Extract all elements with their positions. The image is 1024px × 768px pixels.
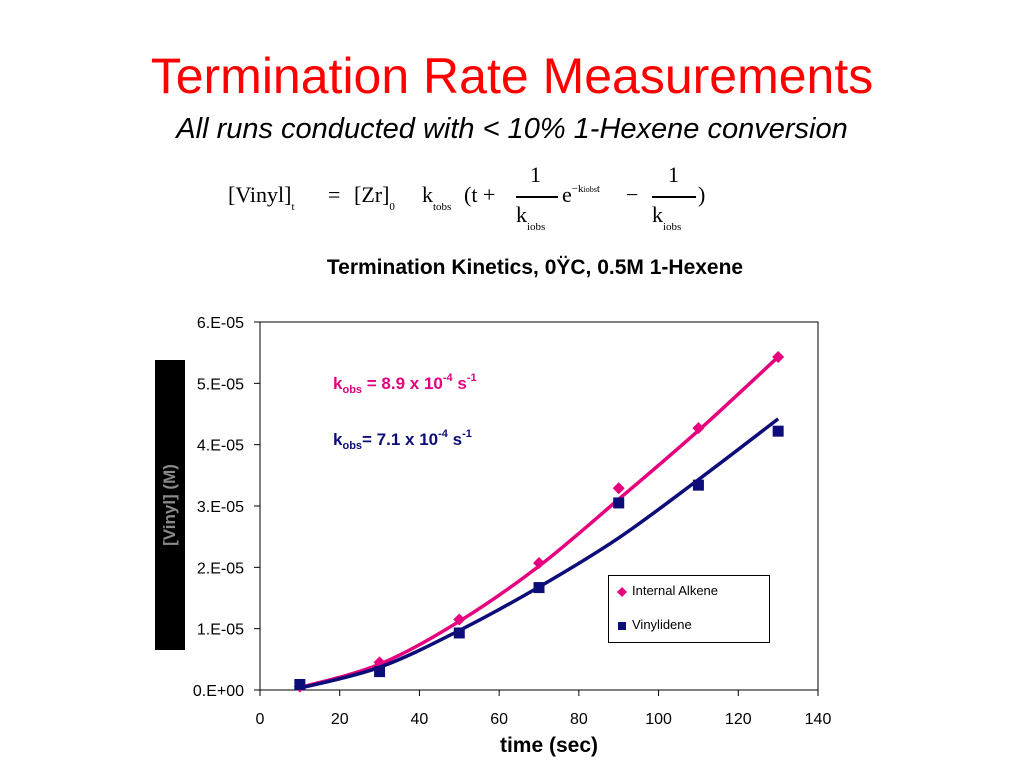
legend-label-vinylidene: Vinylidene xyxy=(632,617,692,632)
equation-zr: [Zr]0 xyxy=(354,182,395,213)
x-tick-label: 120 xyxy=(725,711,752,728)
data-point-internal-alkene xyxy=(533,557,545,570)
equation-exp: e−kiobst xyxy=(562,182,600,207)
x-axis-title: time (sec) xyxy=(500,734,598,757)
equation-num1: 1 xyxy=(530,162,541,187)
data-point-vinylidene xyxy=(374,666,386,678)
fraction-bar-1 xyxy=(516,196,558,198)
chart-legend: Internal Alkene Vinylidene xyxy=(608,575,770,643)
x-tick-label: 140 xyxy=(805,711,832,728)
slide-title: Termination Rate Measurements xyxy=(150,48,874,104)
diamond-marker-icon xyxy=(617,586,627,597)
legend-item-internal-alkene: Internal Alkene xyxy=(617,583,718,598)
equation-minus: − xyxy=(626,182,639,207)
legend-label-internal-alkene: Internal Alkene xyxy=(632,583,719,598)
slide-subtitle: All runs conducted with < 10% 1-Hexene c… xyxy=(176,113,848,145)
x-tick-label: 80 xyxy=(570,711,588,728)
equation-den2: kiobs xyxy=(652,202,682,233)
y-tick-label: 6.E-05 xyxy=(197,315,244,332)
x-tick-label: 0 xyxy=(256,711,265,728)
x-tick-label: 100 xyxy=(645,711,672,728)
kobs-internal-alkene-label: kobs = 8.9 x 10-4 s-1 xyxy=(333,372,477,396)
equation-den1: kiobs xyxy=(516,202,546,233)
equation-close: ) xyxy=(698,182,706,207)
kobs-vinylidene-label: kobs= 7.1 x 10-4 s-1 xyxy=(333,428,472,452)
y-tick-label: 1.E-05 xyxy=(197,622,244,639)
data-point-internal-alkene xyxy=(453,613,466,626)
data-point-vinylidene xyxy=(453,627,465,639)
data-point-vinylidene xyxy=(533,582,545,594)
legend-item-vinylidene: Vinylidene xyxy=(617,617,692,632)
data-point-vinylidene xyxy=(294,678,306,690)
equation-lhs: [Vinyl]t xyxy=(228,182,295,213)
x-tick-label: 20 xyxy=(331,711,349,728)
square-marker-icon xyxy=(618,621,626,630)
equation-open: (t + xyxy=(464,182,496,207)
data-point-vinylidene xyxy=(772,425,784,437)
y-tick-label: 4.E-05 xyxy=(197,438,244,455)
equation-num2: 1 xyxy=(668,162,679,187)
chart-title: Termination Kinetics, 0ŸC, 0.5M 1-Hexene xyxy=(326,256,744,279)
data-point-internal-alkene xyxy=(772,350,785,363)
fraction-bar-2 xyxy=(652,196,696,198)
y-tick-label: 0.E+00 xyxy=(193,683,244,700)
y-tick-label: 2.E-05 xyxy=(197,560,244,577)
x-tick-label: 40 xyxy=(411,711,429,728)
data-point-internal-alkene xyxy=(692,422,705,435)
x-tick-label: 60 xyxy=(490,711,508,728)
y-tick-label: 3.E-05 xyxy=(197,499,244,516)
y-axis-label-box xyxy=(155,360,185,650)
fit-line-vinylidene xyxy=(299,417,780,690)
y-tick-label: 5.E-05 xyxy=(197,376,244,393)
data-point-vinylidene xyxy=(613,497,625,509)
equation-equals: = xyxy=(328,182,341,207)
equation-ktobs: ktobs xyxy=(422,182,452,213)
data-point-vinylidene xyxy=(692,479,704,491)
data-point-internal-alkene xyxy=(612,482,625,495)
